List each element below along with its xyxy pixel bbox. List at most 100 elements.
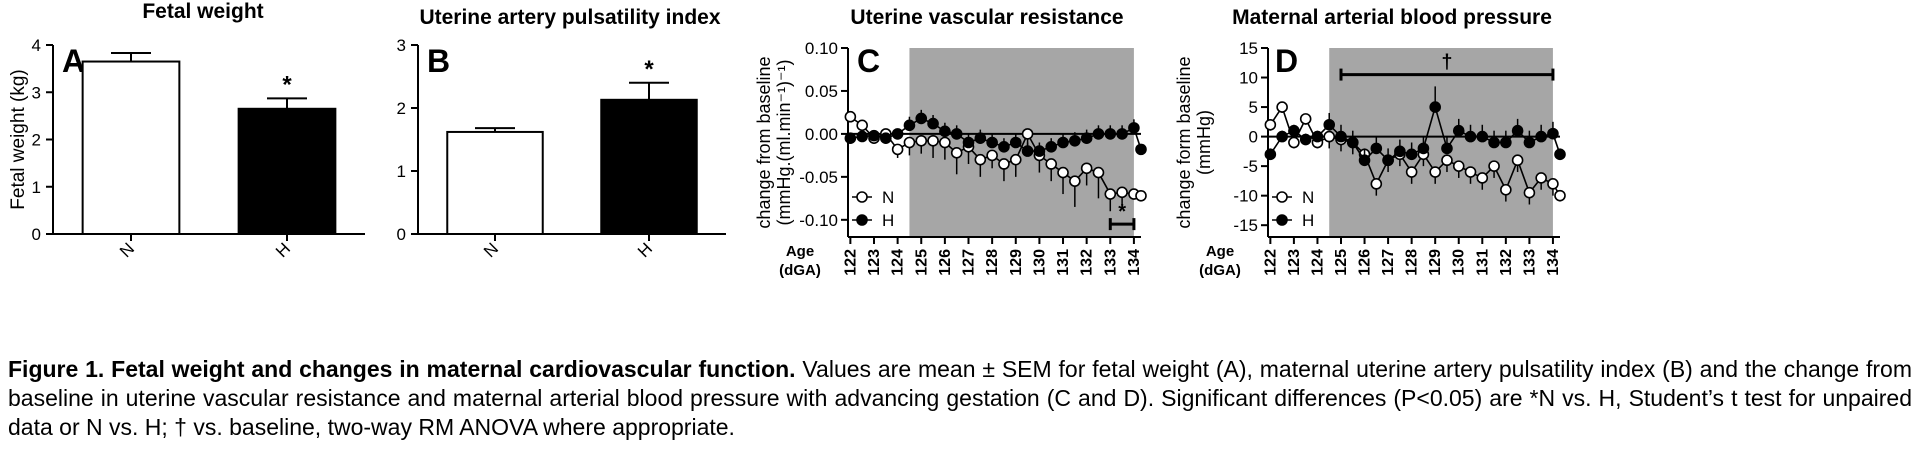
data-point <box>1299 113 1312 125</box>
y-tick-label: -5 <box>1243 157 1258 176</box>
x-tick-label: 126 <box>937 249 954 276</box>
y-tick-label: 0.05 <box>805 82 838 101</box>
data-point <box>880 132 892 145</box>
data-point <box>1104 128 1117 140</box>
data-point <box>903 119 916 132</box>
data-point <box>1264 118 1277 131</box>
data-point <box>1135 143 1147 156</box>
y-tick-label: -15 <box>1233 216 1258 235</box>
data-point <box>1276 101 1288 113</box>
y-axis-label: Fetal weight (kg) <box>8 69 29 209</box>
data-point <box>856 130 868 143</box>
data-point <box>1299 133 1312 146</box>
data-point <box>1500 136 1512 149</box>
data-point <box>1488 160 1500 172</box>
data-point <box>998 158 1010 170</box>
data-point <box>986 149 998 162</box>
legend-label: H <box>882 211 894 230</box>
data-point <box>1554 148 1566 161</box>
data-point <box>1323 130 1336 143</box>
data-point <box>1311 130 1324 143</box>
y-tick-label: 2 <box>397 99 406 118</box>
x-tick-label: 125 <box>1333 249 1350 276</box>
x-tick-label: H <box>272 239 294 261</box>
legend-marker <box>856 214 868 226</box>
data-point <box>1464 166 1477 178</box>
y-tick-label: -0.05 <box>799 168 838 187</box>
chart-title: Uterine vascular resistance <box>850 6 1123 29</box>
y-tick-label: 0 <box>1249 128 1258 147</box>
data-point <box>998 140 1010 153</box>
x-tick-label: 134 <box>1126 249 1143 276</box>
data-point <box>1523 136 1536 149</box>
data-point <box>915 134 928 147</box>
panel-letter: C <box>857 43 880 79</box>
data-point <box>1057 166 1069 179</box>
chart-title: Maternal arterial blood pressure <box>1232 6 1552 29</box>
y-tick-label: 5 <box>1249 98 1258 117</box>
y-axis-label-units: (mmHg) <box>1194 110 1214 175</box>
data-point <box>950 147 963 159</box>
data-point <box>1358 154 1371 167</box>
chart-title: Uterine artery pulsatility index <box>419 6 720 29</box>
significance-mark: * <box>1118 201 1126 223</box>
data-point <box>1116 128 1128 140</box>
data-point <box>1116 186 1128 199</box>
data-point <box>1009 153 1022 166</box>
data-point <box>1346 136 1359 149</box>
y-tick-label: 0.00 <box>805 125 838 144</box>
data-point <box>1092 128 1105 140</box>
legend-label: N <box>1302 188 1314 207</box>
series-H <box>1264 86 1566 167</box>
data-point <box>950 128 963 140</box>
x-tick-label: 128 <box>1404 249 1421 276</box>
y-tick-label: 2 <box>32 131 41 150</box>
y-axis-label-units: (mmHg.(ml.min⁻¹)⁻¹) <box>774 60 794 226</box>
x-tick-label: 127 <box>1380 249 1397 276</box>
data-point <box>1476 130 1489 143</box>
significance-mark: * <box>644 56 654 83</box>
y-tick-label: -10 <box>1233 187 1258 206</box>
data-point <box>1276 130 1288 143</box>
data-point <box>1535 172 1547 184</box>
x-tick-label: H <box>634 239 656 261</box>
bar-H <box>600 98 698 235</box>
data-point <box>1511 154 1524 167</box>
chart-panel-B: Uterine artery pulsatility index B 0 1 2 3 N * H <box>397 6 726 261</box>
data-point <box>1092 166 1105 179</box>
y-axis-label: change form baseline <box>1174 56 1194 228</box>
x-tick-label: 131 <box>1474 249 1491 276</box>
data-point <box>1057 136 1069 149</box>
y-tick-label: -0.10 <box>799 211 838 230</box>
data-point <box>1405 166 1418 178</box>
legend-marker <box>856 191 868 203</box>
data-point <box>1523 186 1536 199</box>
x-tick-label: N <box>116 239 138 261</box>
y-tick-label: 0 <box>397 225 406 244</box>
x-tick-label: 133 <box>1102 249 1119 276</box>
x-tick-label: 129 <box>1427 249 1444 276</box>
x-tick-label: 124 <box>890 249 907 276</box>
panel-letter: D <box>1275 43 1298 79</box>
data-point <box>1511 124 1524 137</box>
significance-mark: † <box>1441 52 1452 74</box>
data-point <box>844 132 857 145</box>
data-point <box>974 153 987 166</box>
data-point <box>1452 160 1465 172</box>
x-tick-label: 132 <box>1079 249 1096 276</box>
data-point <box>1045 140 1058 153</box>
data-point <box>1476 172 1489 184</box>
x-tick-label: 131 <box>1055 249 1072 276</box>
x-tick-label: 122 <box>1262 249 1279 276</box>
data-point <box>1547 127 1559 140</box>
x-tick-label: 127 <box>961 249 978 276</box>
data-point <box>927 117 939 130</box>
panel-letter: A <box>62 43 85 79</box>
x-tick-label: 123 <box>866 249 883 276</box>
caption-heading: Figure 1. Fetal weight and changes in ma… <box>8 356 796 382</box>
x-tick-label: N <box>480 239 502 261</box>
data-point <box>1264 148 1277 161</box>
series-N <box>844 110 1147 212</box>
